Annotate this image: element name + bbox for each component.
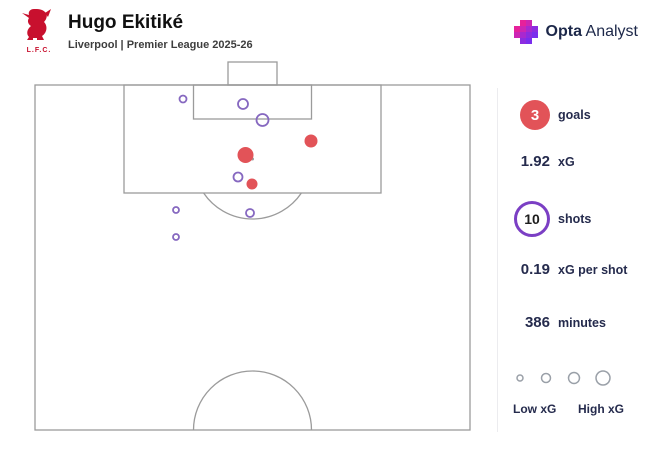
brand-opta: Opta	[545, 23, 582, 40]
stats-panel: 3 goals 1.92 xG 10 shots 0.19 xG per sho…	[498, 0, 660, 449]
stat-xg-per-shot: 0.19 xG per shot	[498, 261, 628, 278]
goal-frame	[227, 61, 278, 86]
stat-minutes: 386 minutes	[498, 314, 606, 331]
goal-marker	[246, 178, 258, 190]
xg-per-shot-value: 0.19	[520, 261, 550, 278]
legend-size-circle	[595, 370, 611, 386]
shot-markers	[172, 94, 318, 241]
xg-label: xG	[558, 154, 575, 169]
legend-size-circle	[567, 371, 581, 385]
shots-label: shots	[558, 212, 592, 226]
shot-marker	[178, 94, 188, 104]
centre-circle	[192, 370, 313, 431]
page-title: Hugo Ekitiké	[68, 12, 184, 33]
stat-goals: 3 goals	[498, 100, 591, 130]
shot-marker	[172, 233, 180, 241]
minutes-value: 386	[524, 314, 550, 331]
shot-marker	[237, 98, 249, 110]
minutes-label: minutes	[558, 315, 606, 330]
liverpool-crest: L.F.C.	[20, 7, 58, 54]
goal-marker	[304, 134, 318, 148]
crest-lfc-text: L.F.C.	[26, 47, 52, 54]
opta-analyst-logo: Opta Analyst	[513, 20, 638, 44]
legend-size-circle	[516, 374, 524, 382]
panel-divider	[497, 88, 498, 432]
liver-bird-icon	[22, 9, 51, 40]
pitch	[34, 61, 471, 431]
brand-analyst: Analyst	[585, 23, 638, 40]
six-yard-box	[192, 84, 313, 120]
shot-marker	[245, 208, 255, 218]
xg-size-legend	[508, 368, 628, 393]
shot-marker	[172, 206, 180, 214]
legend-high-label: High xG	[578, 402, 625, 416]
stat-xg: 1.92 xG	[498, 153, 575, 170]
legend-labels: Low xG High xG	[498, 402, 660, 418]
goals-count-badge: 3	[520, 100, 550, 130]
penalty-arc	[203, 192, 302, 220]
stat-shots: 10 shots	[498, 201, 591, 237]
legend-size-circle	[540, 372, 552, 384]
page-subtitle: Liverpool | Premier League 2025-26	[68, 39, 253, 51]
xg-per-shot-label: xG per shot	[558, 262, 628, 277]
shots-count-badge: 10	[514, 201, 550, 237]
penalty-area	[123, 84, 382, 194]
legend-low-label: Low xG	[513, 402, 557, 416]
header-titles: Hugo Ekitiké Liverpool | Premier League …	[68, 12, 253, 51]
xg-value: 1.92	[520, 153, 550, 170]
shot-marker	[255, 113, 270, 127]
opta-pixel-icon	[513, 20, 538, 44]
shot-marker	[232, 171, 244, 183]
opta-analyst-wordmark: Opta Analyst	[546, 23, 638, 41]
legend-scale	[516, 370, 611, 386]
goals-label: goals	[558, 108, 591, 122]
goal-marker	[237, 147, 254, 163]
pitch-area	[0, 55, 490, 449]
pitch-outline	[34, 84, 471, 431]
